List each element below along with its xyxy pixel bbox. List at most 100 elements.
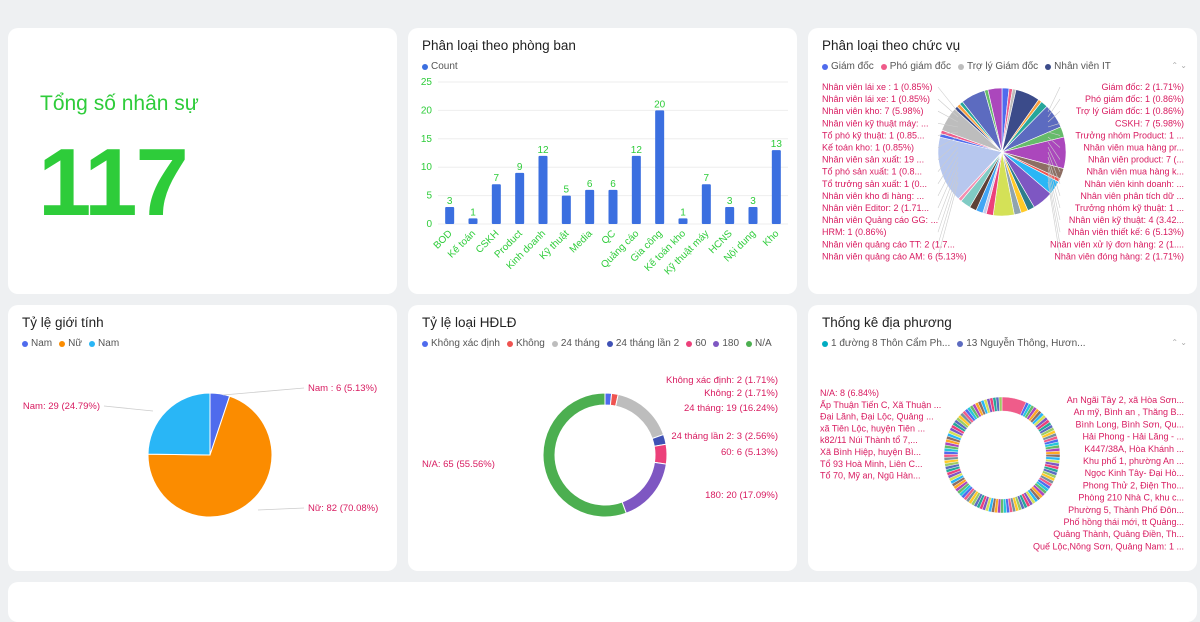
leader-line — [222, 387, 305, 396]
legend-label: 24 tháng lần 2 — [615, 338, 680, 349]
slice-label: An mỹ, Bình an , Thăng B... — [1074, 407, 1184, 417]
slice-label: Tổ phó kỹ thuật: 1 (0.85... — [822, 130, 925, 140]
bar — [491, 184, 501, 224]
legend-dot-icon — [422, 63, 428, 70]
contract-chart-legend[interactable]: Không xác định Không 24 tháng 24 tháng lần … — [422, 338, 772, 349]
slice-label: Trợ lý Giám đốc: 1 (0.86%) — [1076, 106, 1184, 116]
donut-slice — [621, 461, 667, 514]
legend-item[interactable]: 180 — [713, 338, 739, 349]
slice-label: Tổ trưởng sản xuất: 1 (0... — [822, 179, 927, 189]
y-tick-label: 0 — [426, 219, 432, 230]
y-tick-label: 20 — [421, 105, 433, 116]
bar-value-label: 3 — [447, 196, 453, 207]
legend-dot-icon — [713, 340, 720, 347]
bar-value-label: 1 — [680, 207, 686, 218]
contract-chart-card: Tỷ lệ loại HĐLĐ Không xác định Không 24 th… — [408, 305, 797, 571]
legend-item[interactable]: Trợ lý Giám đốc — [957, 61, 1038, 72]
leader-line — [1047, 110, 1061, 123]
leader-line — [937, 156, 959, 197]
legend-dot-icon — [1045, 63, 1052, 70]
legend-item[interactable]: Nam — [22, 338, 52, 349]
department-chart-legend[interactable]: Count — [422, 61, 458, 72]
bar-value-label: 6 — [610, 179, 616, 190]
slice-label: Nam : 6 (5.13%) — [308, 383, 377, 394]
bar — [561, 195, 571, 224]
slice-label: Nhân viên đóng hàng: 2 (1.71%) — [1054, 251, 1184, 261]
leader-line — [1047, 161, 1061, 209]
bar-value-label: 5 — [564, 185, 570, 196]
gender-chart-title: Tỷ lệ giới tính — [22, 315, 104, 330]
y-tick-label: 25 — [421, 77, 433, 88]
legend-item[interactable]: 1 đường 8 Thôn Cẩm Ph... — [822, 338, 950, 349]
slice-label: Khu phố 1, phường An ... — [1083, 456, 1184, 466]
slice-label: K447/38A, Hòa Khánh ... — [1084, 444, 1184, 454]
slice-label: Giám đốc: 2 (1.71%) — [1101, 82, 1184, 92]
legend-dot-icon — [957, 340, 964, 347]
slice-label: Tổ phó sản xuất: 1 (0.8... — [822, 167, 922, 177]
slice-label: Nhân viên kỹ thuật máy: ... — [822, 118, 929, 128]
bar — [748, 206, 758, 224]
legend-item[interactable]: 60 — [686, 338, 706, 349]
legend-item[interactable]: Phó giám đốc — [880, 61, 951, 72]
leader-line — [937, 171, 959, 233]
position-chart-legend[interactable]: Giám đốc Phó giám đốc Trợ lý Giám đốc Nhân … — [822, 61, 1111, 72]
slice-label: Không xác định: 2 (1.71%) — [666, 375, 778, 386]
leader-line — [1047, 171, 1061, 233]
bar — [771, 150, 781, 224]
donut-slice — [542, 392, 627, 518]
leader-line — [1047, 176, 1061, 245]
leader-line — [1047, 123, 1061, 128]
position-chart-title: Phân loại theo chức vụ — [822, 38, 961, 53]
legend-pager-icon[interactable]: ⌃ ⌄ — [1171, 338, 1187, 347]
legend-item[interactable]: Nam — [89, 338, 119, 349]
x-tick-label: QC — [600, 228, 618, 246]
bar-value-label: 13 — [771, 139, 783, 150]
donut-slice — [998, 396, 1003, 412]
slice-label: 60: 6 (5.13%) — [721, 447, 778, 458]
slice-label: Phòng 210 Nhà C, khu c... — [1078, 493, 1184, 503]
total-employees-value: 117 — [38, 129, 189, 236]
slice-label: Nhân viên kỹ thuật: 4 (3.42... — [1069, 215, 1184, 225]
pie-slice — [987, 87, 1003, 153]
bar — [515, 172, 525, 224]
leader-line — [937, 161, 959, 209]
pie-slice — [147, 395, 273, 518]
leader-line — [937, 86, 959, 113]
leader-line — [937, 146, 959, 172]
leader-line — [937, 176, 959, 245]
leader-line — [1047, 156, 1061, 196]
legend-pager-icon[interactable]: ⌃ ⌄ — [1171, 61, 1187, 70]
slice-label: 24 tháng: 19 (16.24%) — [684, 403, 778, 414]
leader-line — [1047, 151, 1061, 184]
locality-chart-legend[interactable]: 1 đường 8 Thôn Cẩm Ph... 13 Nguyễn Thông,… — [822, 338, 1086, 349]
slice-label: Nhân viên Editor: 2 (1.71... — [822, 203, 929, 213]
pie-slice — [147, 392, 211, 456]
slice-label: 180: 20 (17.09%) — [705, 490, 778, 501]
department-chart-card: Phân loại theo phòng ban Count 0 5 10 15 20 2… — [408, 28, 797, 294]
legend-count-label: Count — [431, 61, 458, 72]
slice-label: Ấp Thuận Tiến C, Xã Thuận ... — [820, 400, 941, 410]
legend-label: Không xác định — [431, 338, 500, 349]
slice-label: Bình Long, Bình Sơn, Qu... — [1076, 419, 1184, 429]
donut-slice — [653, 443, 668, 465]
legend-item[interactable]: 13 Nguyễn Thông, Hươn... — [957, 338, 1086, 349]
bar-value-label: 1 — [470, 207, 476, 218]
legend-item[interactable]: Không — [506, 338, 545, 349]
gender-chart-legend[interactable]: Nam Nữ Nam — [22, 338, 119, 349]
legend-label: Nam — [98, 338, 120, 349]
leader-line — [1047, 141, 1061, 160]
legend-item[interactable]: Giám đốc — [822, 61, 874, 72]
legend-item[interactable]: 24 tháng — [551, 338, 600, 349]
leader-line — [937, 151, 959, 184]
slice-label: Nhân viên quảng cáo TT: 2 (1.7... — [822, 239, 955, 249]
slice-label: Nam: 29 (24.79%) — [23, 401, 100, 412]
legend-item[interactable]: Nhân viên IT — [1045, 61, 1111, 72]
leader-line — [1047, 86, 1061, 113]
legend-item[interactable]: N/A — [746, 338, 772, 349]
slice-label: Nhân viên kho đi hàng: ... — [822, 191, 924, 201]
legend-item[interactable]: 24 tháng lần 2 — [606, 338, 680, 349]
slice-label: Nhân viên lái xe : 1 (0.85%) — [822, 82, 933, 92]
leader-line — [257, 507, 305, 511]
legend-item[interactable]: Nữ — [59, 338, 82, 349]
legend-item[interactable]: Không xác định — [422, 338, 500, 349]
